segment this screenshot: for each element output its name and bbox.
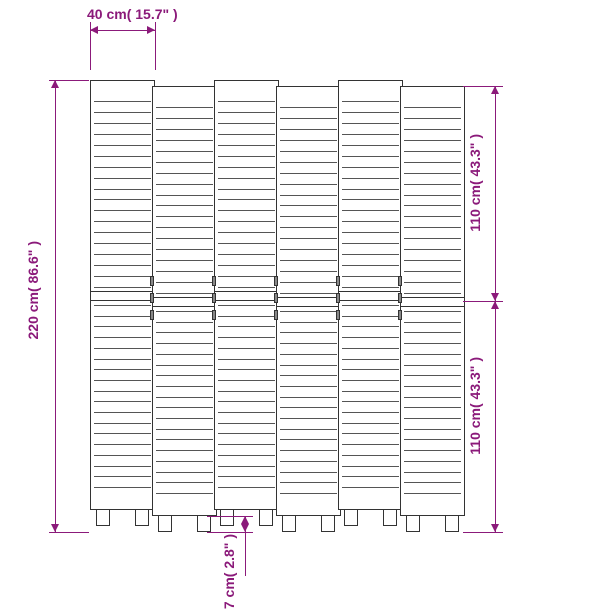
foot (220, 510, 234, 526)
hinge (212, 276, 216, 286)
dim-half-lower: 110 cm( 43.3" ) (467, 357, 483, 455)
panel-2 (152, 86, 217, 516)
dim-half-upper: 110 cm( 43.3" ) (467, 134, 483, 232)
hinge (398, 293, 402, 303)
foot (158, 516, 172, 532)
panel-3 (214, 80, 279, 510)
hinge (336, 276, 340, 286)
foot (96, 510, 110, 526)
foot (445, 516, 459, 532)
foot (321, 516, 335, 532)
hinge (274, 276, 278, 286)
foot (259, 510, 273, 526)
foot (282, 516, 296, 532)
panel-4 (276, 86, 341, 516)
hinge (398, 276, 402, 286)
panel-5 (338, 80, 403, 510)
foot (383, 510, 397, 526)
foot (344, 510, 358, 526)
hinge (212, 310, 216, 320)
hinge (150, 276, 154, 286)
hinge (274, 293, 278, 303)
dim-panel-width: 40 cm( 15.7" ) (87, 6, 178, 22)
dim-foot: 7 cm( 2.8" ) (221, 534, 237, 609)
hinge (274, 310, 278, 320)
foot (197, 516, 211, 532)
foot (406, 516, 420, 532)
hinge (398, 310, 402, 320)
dim-total-height: 220 cm( 86.6" ) (25, 241, 41, 339)
panel-6 (400, 86, 465, 516)
foot (135, 510, 149, 526)
hinge (336, 293, 340, 303)
panel-1 (90, 80, 155, 510)
hinge (150, 293, 154, 303)
hinge (336, 310, 340, 320)
hinge (212, 293, 216, 303)
hinge (150, 310, 154, 320)
